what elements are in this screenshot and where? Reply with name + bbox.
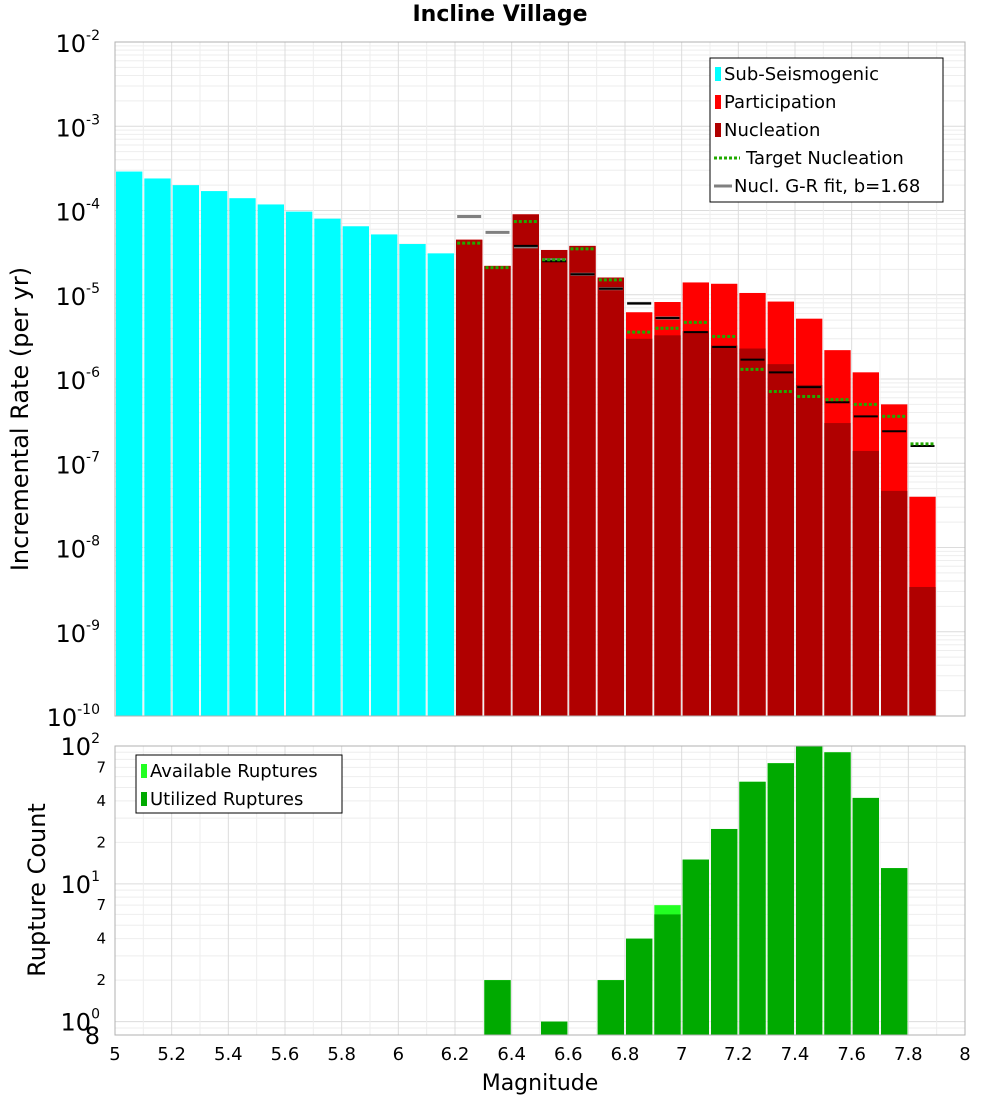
bar-nucleation [767,364,794,716]
bar-sub-seismogenic [257,204,284,716]
bar-utilized-ruptures [597,980,624,1035]
chart-title: Incline Village [412,2,588,27]
bar-utilized-ruptures [654,914,681,1035]
bar-nucleation [597,277,624,716]
x-tick-label: 7.4 [781,1044,810,1065]
y-tick-label: 4 [96,792,106,810]
y-tick-label: 101 [61,869,100,899]
x-tick-label: 6 [393,1044,404,1065]
bar-nucleation [541,249,568,716]
bar-nucleation [824,423,851,716]
x-tick-label: 5.4 [214,1044,243,1065]
y-tick-label: 10-8 [55,534,100,564]
legend-swatch [715,67,721,81]
bar-sub-seismogenic [201,191,228,717]
bar-nucleation [456,239,483,716]
legend-box [709,57,944,203]
bar-utilized-ruptures [881,868,908,1035]
bar-sub-seismogenic [399,244,426,717]
legend-label: Utilized Ruptures [150,789,303,810]
plot-frame [114,41,966,717]
x-tick-label: 5 [109,1044,120,1065]
bar-nucleation [682,331,709,716]
bar-nucleation [739,348,766,716]
y-tick-label: 4 [96,930,106,948]
bar-sub-seismogenic [172,185,199,716]
bar-nucleation [626,338,653,716]
y-axis-label: Incremental Rate (per yr) [6,267,34,571]
bar-utilized-ruptures [682,859,709,1035]
legend-swatch [141,792,147,806]
bar-sub-seismogenic [314,218,341,716]
bar-utilized-ruptures [626,938,653,1035]
y-tick-label: 10-10 [47,702,100,732]
x-tick-label: 5.8 [327,1044,356,1065]
bar-utilized-ruptures [824,752,851,1035]
x-tick-label: 7.2 [724,1044,753,1065]
y-tick-label: 10-4 [55,197,100,227]
y-axis-label: Rupture Count [23,803,51,977]
legend-label: Nucl. G-R fit, b=1.68 [734,176,920,197]
y-tick-label: 10-3 [55,112,100,142]
bar-nucleation [654,335,681,716]
y-tick-label: 8 [85,1022,100,1050]
bar-nucleation [909,586,936,716]
bar-sub-seismogenic [286,211,313,716]
x-tick-label: 6.8 [611,1044,640,1065]
bar-utilized-ruptures [739,781,766,1035]
bar-utilized-ruptures [767,763,794,1035]
bar-nucleation [796,384,823,716]
bar-sub-seismogenic [371,234,398,717]
bar-utilized-ruptures [852,797,879,1035]
bar-utilized-ruptures [711,828,738,1035]
x-tick-label: 7 [676,1044,687,1065]
x-tick-label: 6.4 [497,1044,526,1065]
y-tick-label: 10-6 [55,365,100,395]
y-tick-label: 100 [61,1007,100,1037]
y-tick-label: 7 [96,896,106,914]
x-tick-label: 7.8 [894,1044,923,1065]
y-tick-label: 2 [96,971,106,989]
y-tick-label: 7 [96,758,106,776]
y-tick-label: 10-5 [55,281,100,311]
y-tick-label: 10-7 [55,449,100,479]
bar-nucleation [569,245,596,716]
legend-label: Participation [724,92,836,113]
legend-swatch [715,123,721,137]
plot-frame [114,745,966,1036]
x-tick-label: 8 [959,1044,970,1065]
legend-swatch [715,95,721,109]
legend-box [135,754,343,814]
bar-utilized-ruptures [796,746,823,1035]
bar-nucleation [484,265,511,716]
bar-sub-seismogenic [116,171,143,716]
legend-label: Target Nucleation [745,148,904,169]
legend-label: Nucleation [724,120,820,141]
y-tick-label: 102 [61,731,100,761]
bar-sub-seismogenic [229,198,256,716]
bar-nucleation [711,345,738,716]
bar-utilized-ruptures [541,1021,568,1035]
bar-nucleation [881,490,908,716]
x-tick-label: 7.6 [837,1044,866,1065]
x-tick-label: 5.6 [271,1044,300,1065]
y-tick-label: 10-9 [55,618,100,648]
legend-swatch [141,764,147,778]
x-tick-label: 6.2 [441,1044,470,1065]
x-tick-label: 5.2 [157,1044,186,1065]
bar-sub-seismogenic [144,178,171,716]
bar-sub-seismogenic [427,253,454,716]
bar-sub-seismogenic [342,226,369,716]
y-tick-label: 2 [96,833,106,851]
y-tick-label: 10-2 [55,28,100,58]
bar-nucleation [512,214,539,716]
bar-nucleation [852,450,879,716]
x-axis-label: Magnitude [482,1071,599,1096]
legend-label: Sub-Seismogenic [724,64,879,85]
x-tick-label: 6.6 [554,1044,583,1065]
bar-utilized-ruptures [484,980,511,1035]
legend-label: Available Ruptures [150,761,318,782]
